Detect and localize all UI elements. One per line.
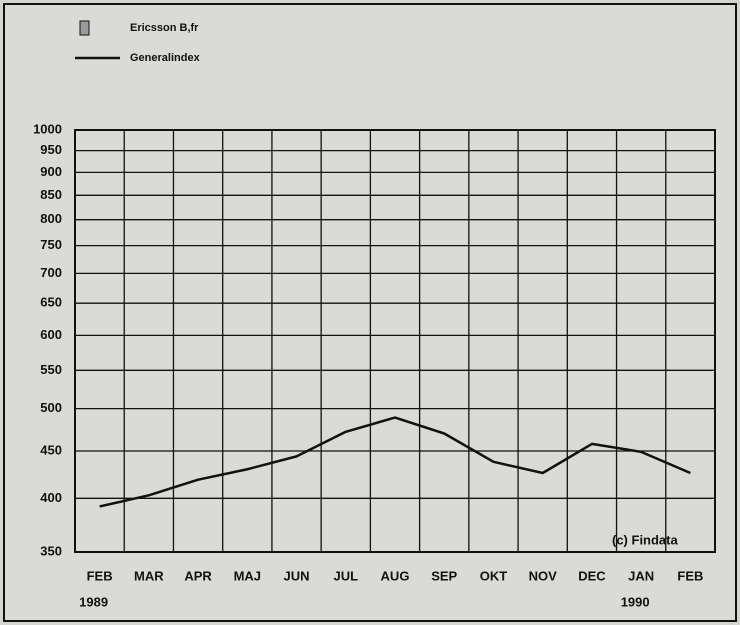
legend-label: Generalindex xyxy=(130,52,201,64)
year-label: 1990 xyxy=(621,594,650,609)
y-tick-label: 750 xyxy=(40,237,62,252)
y-tick-label: 650 xyxy=(40,295,62,310)
x-tick-label: MAR xyxy=(134,568,164,583)
x-tick-label: APR xyxy=(184,568,212,583)
x-tick-label: JUN xyxy=(284,568,310,583)
legend-label: Ericsson B,fr xyxy=(130,22,199,34)
page: {"chart_data": {"type": "line", "categor… xyxy=(0,0,740,625)
y-tick-label: 900 xyxy=(40,164,62,179)
y-tick-label: 950 xyxy=(40,142,62,157)
y-tick-label: 350 xyxy=(40,543,62,558)
x-tick-label: JUL xyxy=(333,568,358,583)
y-tick-label: 550 xyxy=(40,362,62,377)
x-tick-label: JAN xyxy=(628,568,654,583)
y-tick-label: 400 xyxy=(40,490,62,505)
legend-swatch xyxy=(80,21,89,35)
year-label: 1989 xyxy=(79,594,108,609)
x-tick-label: NOV xyxy=(529,568,558,583)
chart: (c) Findata 350 400 450 500 550 600 650 700 750 8… xyxy=(0,0,740,625)
x-tick-label: FEB xyxy=(87,568,113,583)
x-tick-label: FEB xyxy=(677,568,703,583)
x-tick-label: SEP xyxy=(431,568,457,583)
x-tick-label: DEC xyxy=(578,568,606,583)
y-tick-label: 450 xyxy=(40,442,62,457)
annotation: (c) Findata xyxy=(612,532,678,547)
x-tick-label: AUG xyxy=(381,568,410,583)
y-tick-label: 600 xyxy=(40,327,62,342)
y-tick-label: 700 xyxy=(40,265,62,280)
x-tick-label: OKT xyxy=(480,568,508,583)
y-tick-label: 500 xyxy=(40,400,62,415)
y-tick-label: 1000 xyxy=(33,121,62,136)
x-tick-label: MAJ xyxy=(234,568,261,583)
y-tick-label: 800 xyxy=(40,211,62,226)
y-tick-label: 850 xyxy=(40,187,62,202)
